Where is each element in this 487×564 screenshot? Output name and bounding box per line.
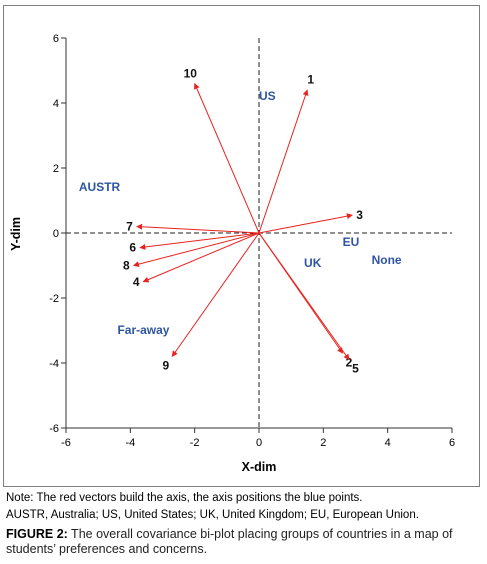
vector-9 bbox=[171, 232, 260, 357]
figure-frame: -6 -4 -2 0 2 4 6 -6 -4 -2 0 2 4 6 1 2 3 4 5 6 7 8 9 10 US AUSTR… bbox=[3, 5, 480, 487]
point-labels-layer: US AUSTR EU None UK Far-away bbox=[79, 89, 402, 337]
point-label-austr: AUSTR bbox=[79, 180, 121, 194]
y-tick-label: 6 bbox=[53, 33, 59, 45]
biplot-chart: -6 -4 -2 0 2 4 6 -6 -4 -2 0 2 4 6 1 2 3 4 5 6 7 8 9 10 US AUSTR… bbox=[9, 33, 455, 474]
vector-label-2: 2 bbox=[346, 355, 353, 369]
figure-caption-text: The overall covariance bi-plot placing g… bbox=[6, 527, 453, 556]
figure-label: FIGURE 2: bbox=[6, 527, 68, 541]
vector-layer: 1 2 3 4 5 6 7 8 9 10 bbox=[123, 66, 363, 375]
vector-label-6: 6 bbox=[129, 241, 136, 255]
vector-4 bbox=[142, 232, 260, 283]
x-tick-label: -6 bbox=[61, 437, 71, 449]
y-tick-label: 2 bbox=[53, 163, 59, 175]
vector-label-4: 4 bbox=[133, 275, 140, 289]
x-axis-label: X-dim bbox=[242, 460, 277, 474]
y-tick-label: -4 bbox=[49, 358, 59, 370]
vector-label-3: 3 bbox=[356, 208, 363, 222]
abbreviations-text: AUSTR, Australia; US, United States; UK,… bbox=[6, 509, 419, 521]
x-tick-label: -2 bbox=[190, 437, 200, 449]
vector-label-9: 9 bbox=[162, 358, 169, 372]
point-label-uk: UK bbox=[304, 256, 322, 270]
y-axis-label: Y-dim bbox=[9, 217, 23, 251]
vector-7 bbox=[136, 223, 260, 234]
x-tick-label: 0 bbox=[256, 437, 262, 449]
y-tick-label: 0 bbox=[53, 228, 59, 240]
figure-caption: FIGURE 2: The overall covariance bi-plot… bbox=[6, 527, 481, 557]
point-label-eu: EU bbox=[343, 235, 360, 249]
x-tick-label: -4 bbox=[125, 437, 135, 449]
point-label-us: US bbox=[259, 89, 276, 103]
x-tick-label: 2 bbox=[320, 437, 326, 449]
vector-label-7: 7 bbox=[126, 220, 133, 234]
axes-layer: -6 -4 -2 0 2 4 6 -6 -4 -2 0 2 4 6 bbox=[49, 33, 455, 449]
point-label-none: None bbox=[372, 253, 402, 267]
y-tick-label: -2 bbox=[49, 293, 59, 305]
vector-label-1: 1 bbox=[307, 73, 314, 87]
vector-label-8: 8 bbox=[123, 259, 130, 273]
note-text: Note: The red vectors build the axis, th… bbox=[6, 492, 363, 504]
y-tick-label: -6 bbox=[49, 423, 59, 435]
vector-5 bbox=[258, 232, 350, 361]
vector-3 bbox=[258, 213, 353, 234]
vector-1 bbox=[258, 89, 309, 234]
x-tick-label: 4 bbox=[385, 437, 391, 449]
point-label-far-away: Far-away bbox=[117, 323, 169, 337]
x-tick-label: 6 bbox=[449, 437, 455, 449]
vector-label-10: 10 bbox=[184, 66, 198, 80]
vector-10 bbox=[194, 82, 260, 234]
vector-label-5: 5 bbox=[352, 362, 359, 376]
vector-8 bbox=[132, 232, 260, 268]
vector-6 bbox=[139, 232, 260, 250]
y-tick-label: 4 bbox=[53, 98, 59, 110]
